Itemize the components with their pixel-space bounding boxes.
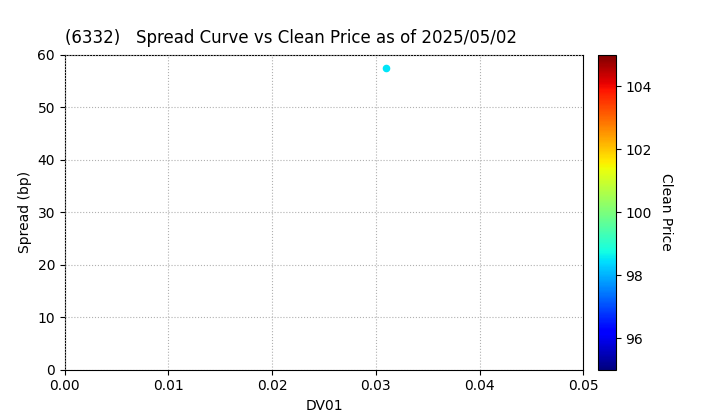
Point	[380, 64, 392, 71]
Y-axis label: Clean Price: Clean Price	[659, 173, 672, 251]
Text: (6332)   Spread Curve vs Clean Price as of 2025/05/02: (6332) Spread Curve vs Clean Price as of…	[65, 29, 517, 47]
Y-axis label: Spread (bp): Spread (bp)	[18, 171, 32, 253]
X-axis label: DV01: DV01	[305, 399, 343, 413]
